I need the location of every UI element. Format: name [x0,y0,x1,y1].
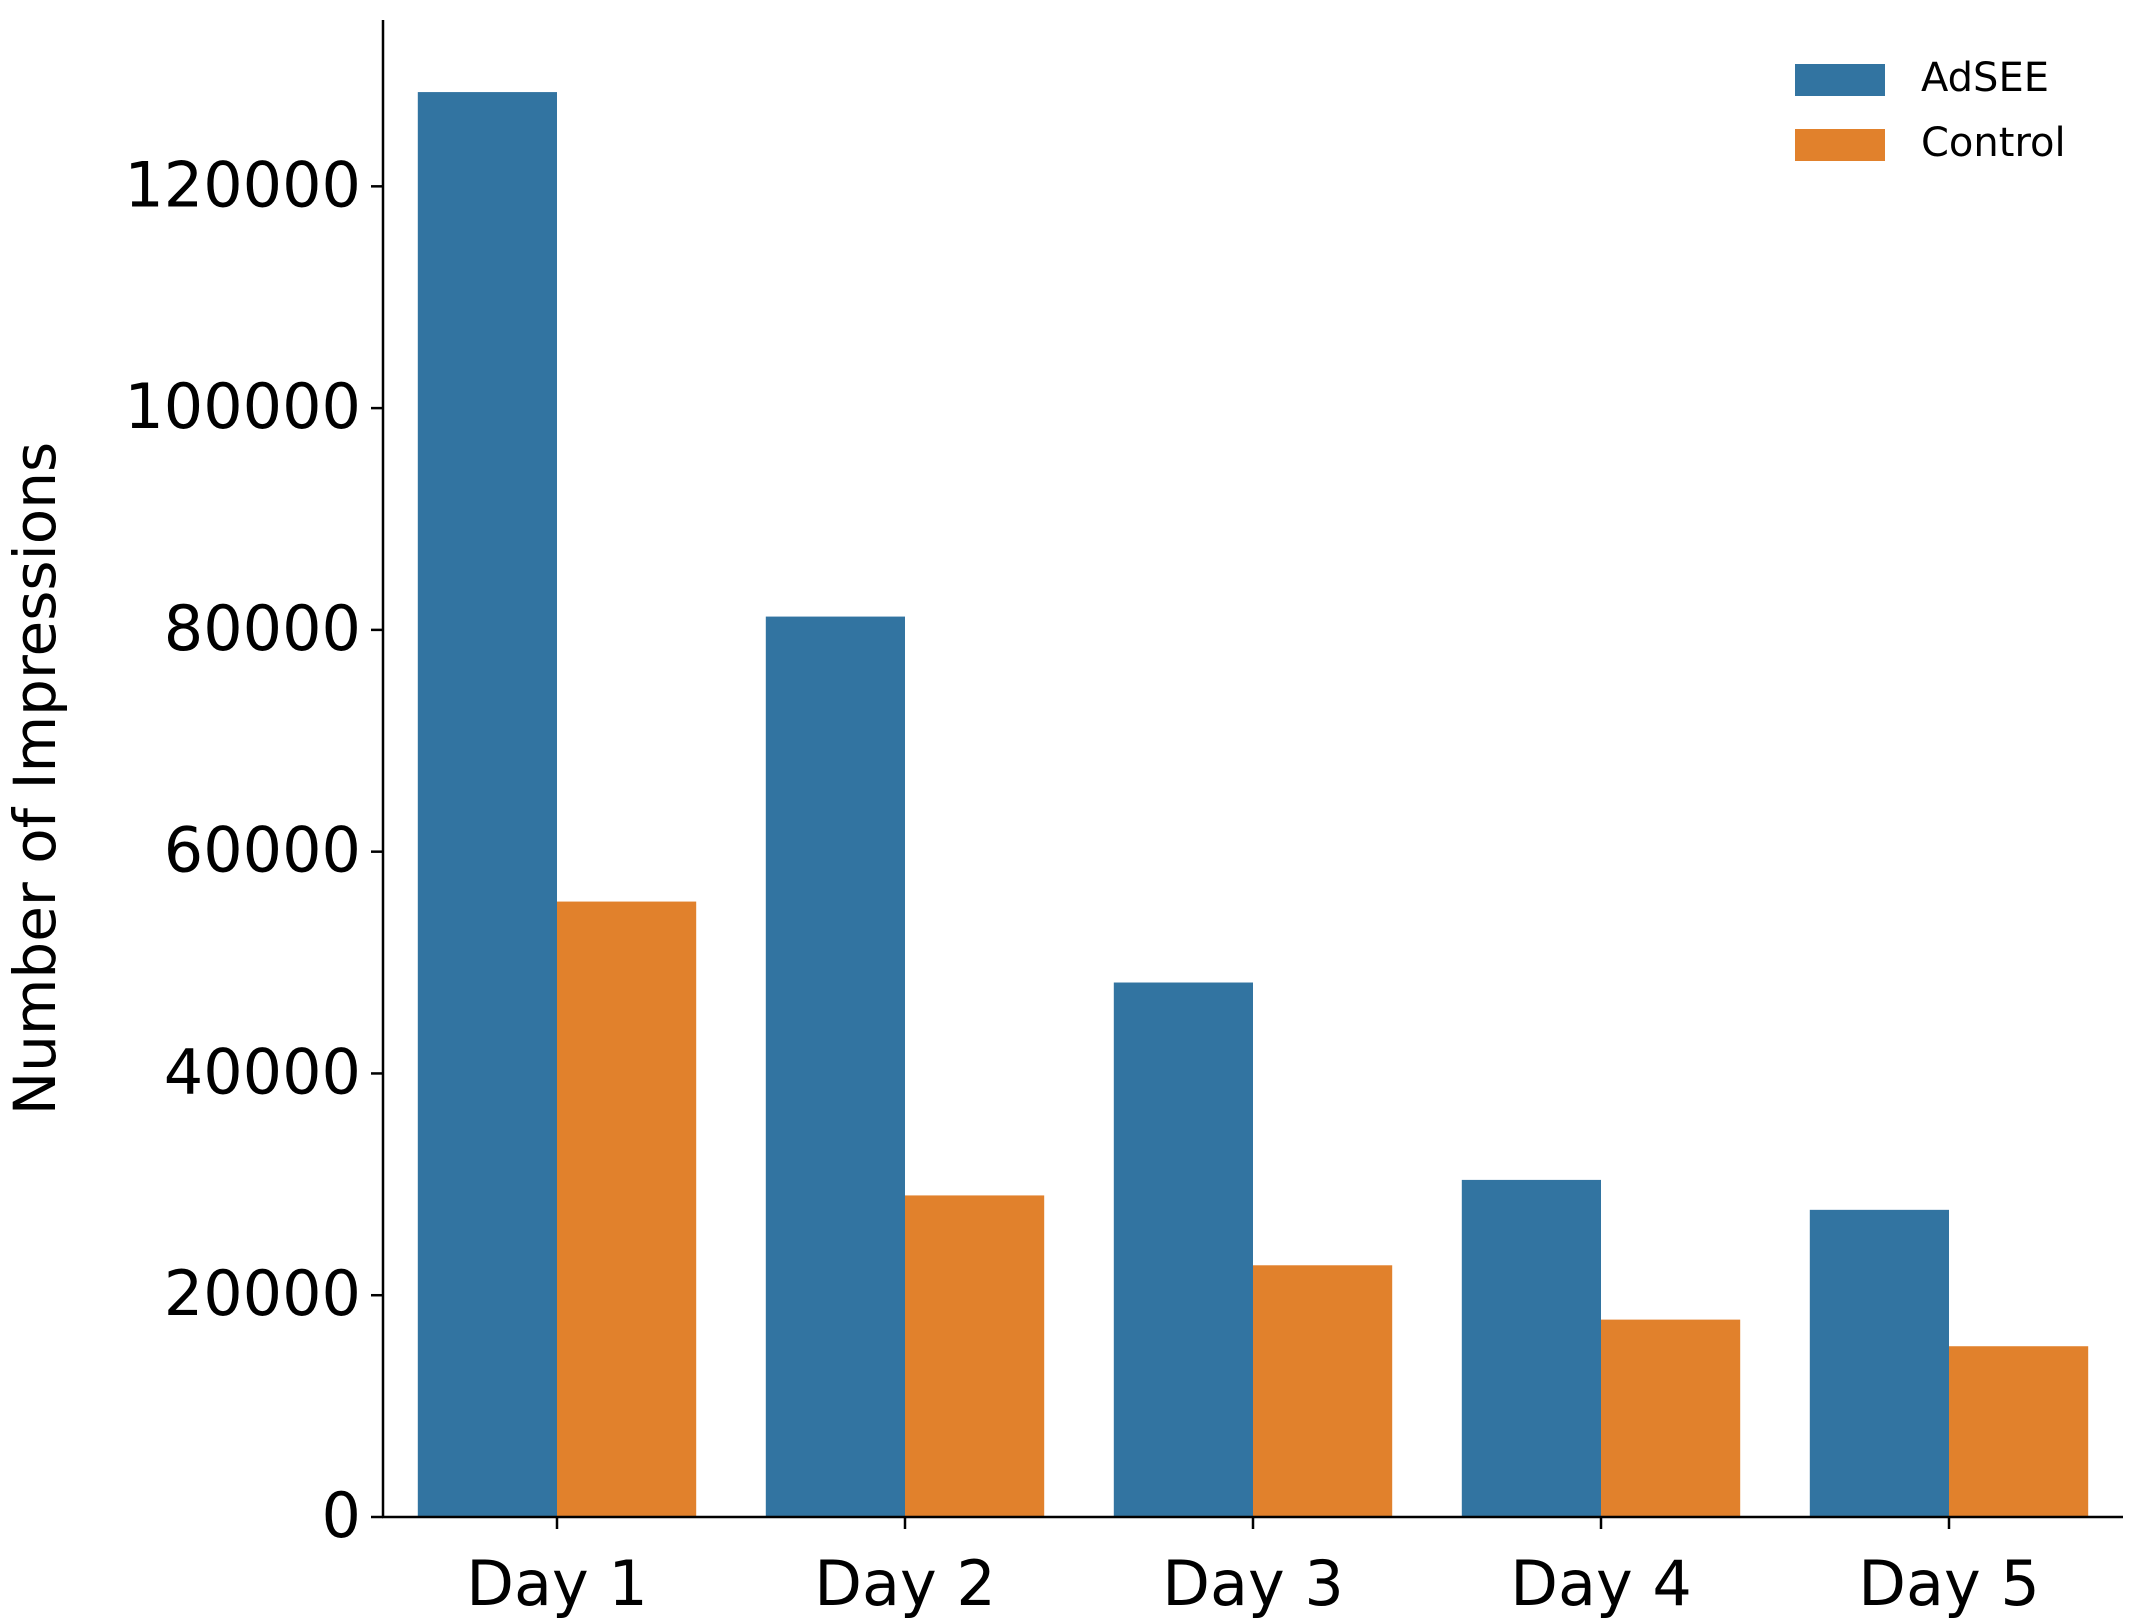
bar-control-day-3 [1253,1265,1393,1517]
x-ticks: Day 1 Day 2 Day 3 Day 4 Day 5 [466,1517,2040,1620]
bar-adsee-day-3 [1113,982,1253,1517]
bar-adsee-day-2 [765,616,905,1517]
bar-control-day-5 [1949,1346,2089,1517]
x-tick-label: Day 5 [1858,1547,2040,1620]
x-tick-label: Day 2 [814,1547,996,1620]
y-tick-label: 60000 [164,814,361,887]
y-tick-label: 0 [322,1479,361,1552]
bar-adsee-day-4 [1461,1179,1601,1517]
legend-swatch-adsee [1795,64,1885,96]
bar-control-day-1 [557,901,697,1517]
y-ticks: 0 20000 40000 60000 80000 100000 120000 [124,148,383,1552]
y-tick-label: 80000 [164,592,361,665]
bar-control-day-2 [905,1195,1045,1517]
x-tick-label: Day 4 [1510,1547,1692,1620]
bar-adsee-day-5 [1809,1209,1949,1517]
x-tick-label: Day 1 [466,1547,648,1620]
y-tick-label: 100000 [124,370,361,443]
legend: AdSEE Control [1795,55,2066,166]
bar-adsee-day-1 [417,92,557,1518]
bars-layer [417,92,2089,1518]
bar-control-day-4 [1601,1319,1741,1517]
legend-swatch-control [1795,129,1885,161]
y-tick-label: 20000 [164,1257,361,1330]
legend-label-adsee: AdSEE [1921,55,2049,101]
y-tick-label: 40000 [164,1035,361,1108]
y-tick-label: 120000 [124,148,361,221]
x-tick-label: Day 3 [1162,1547,1344,1620]
y-axis-label: Number of Impressions [1,442,69,1115]
legend-label-control: Control [1921,120,2066,166]
